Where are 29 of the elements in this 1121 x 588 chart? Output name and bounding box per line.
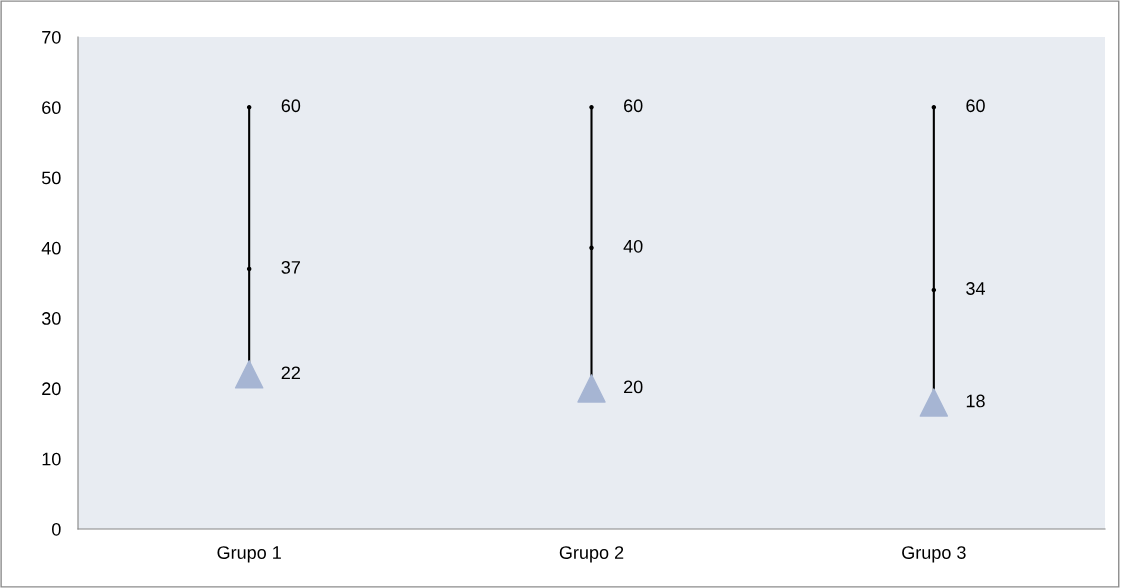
- point: [246, 266, 252, 272]
- x-tick-label: Grupo 3: [902, 546, 966, 563]
- data-label: 20: [624, 380, 643, 394]
- data-label: 60: [624, 99, 643, 113]
- y-tick-label: 0: [52, 522, 61, 536]
- point: [577, 374, 606, 403]
- y-tick-label: 60: [42, 101, 61, 115]
- data-label: 34: [966, 282, 986, 295]
- point: [919, 388, 949, 417]
- x-tick-label: Grupo 1: [217, 546, 281, 563]
- data-label: 37: [281, 261, 300, 274]
- y-tick-label: 50: [41, 171, 61, 185]
- data-label: 40: [623, 239, 643, 253]
- y-tick-label: 20: [42, 382, 61, 396]
- point: [589, 105, 594, 110]
- y-tick-label: 30: [41, 312, 61, 325]
- data-label: 18: [966, 394, 985, 408]
- y-tick-label: 40: [41, 241, 61, 255]
- y-tick-label: 10: [42, 452, 61, 466]
- data-label: 60: [281, 99, 301, 113]
- y-tick-label: 70: [42, 30, 61, 44]
- point: [931, 287, 937, 293]
- point: [246, 105, 252, 110]
- data-label: 22: [281, 366, 300, 380]
- x-tick-label: Grupo 2: [559, 546, 624, 563]
- point: [931, 105, 937, 110]
- point: [589, 245, 594, 251]
- data-label: 60: [966, 99, 985, 113]
- point: [234, 360, 264, 389]
